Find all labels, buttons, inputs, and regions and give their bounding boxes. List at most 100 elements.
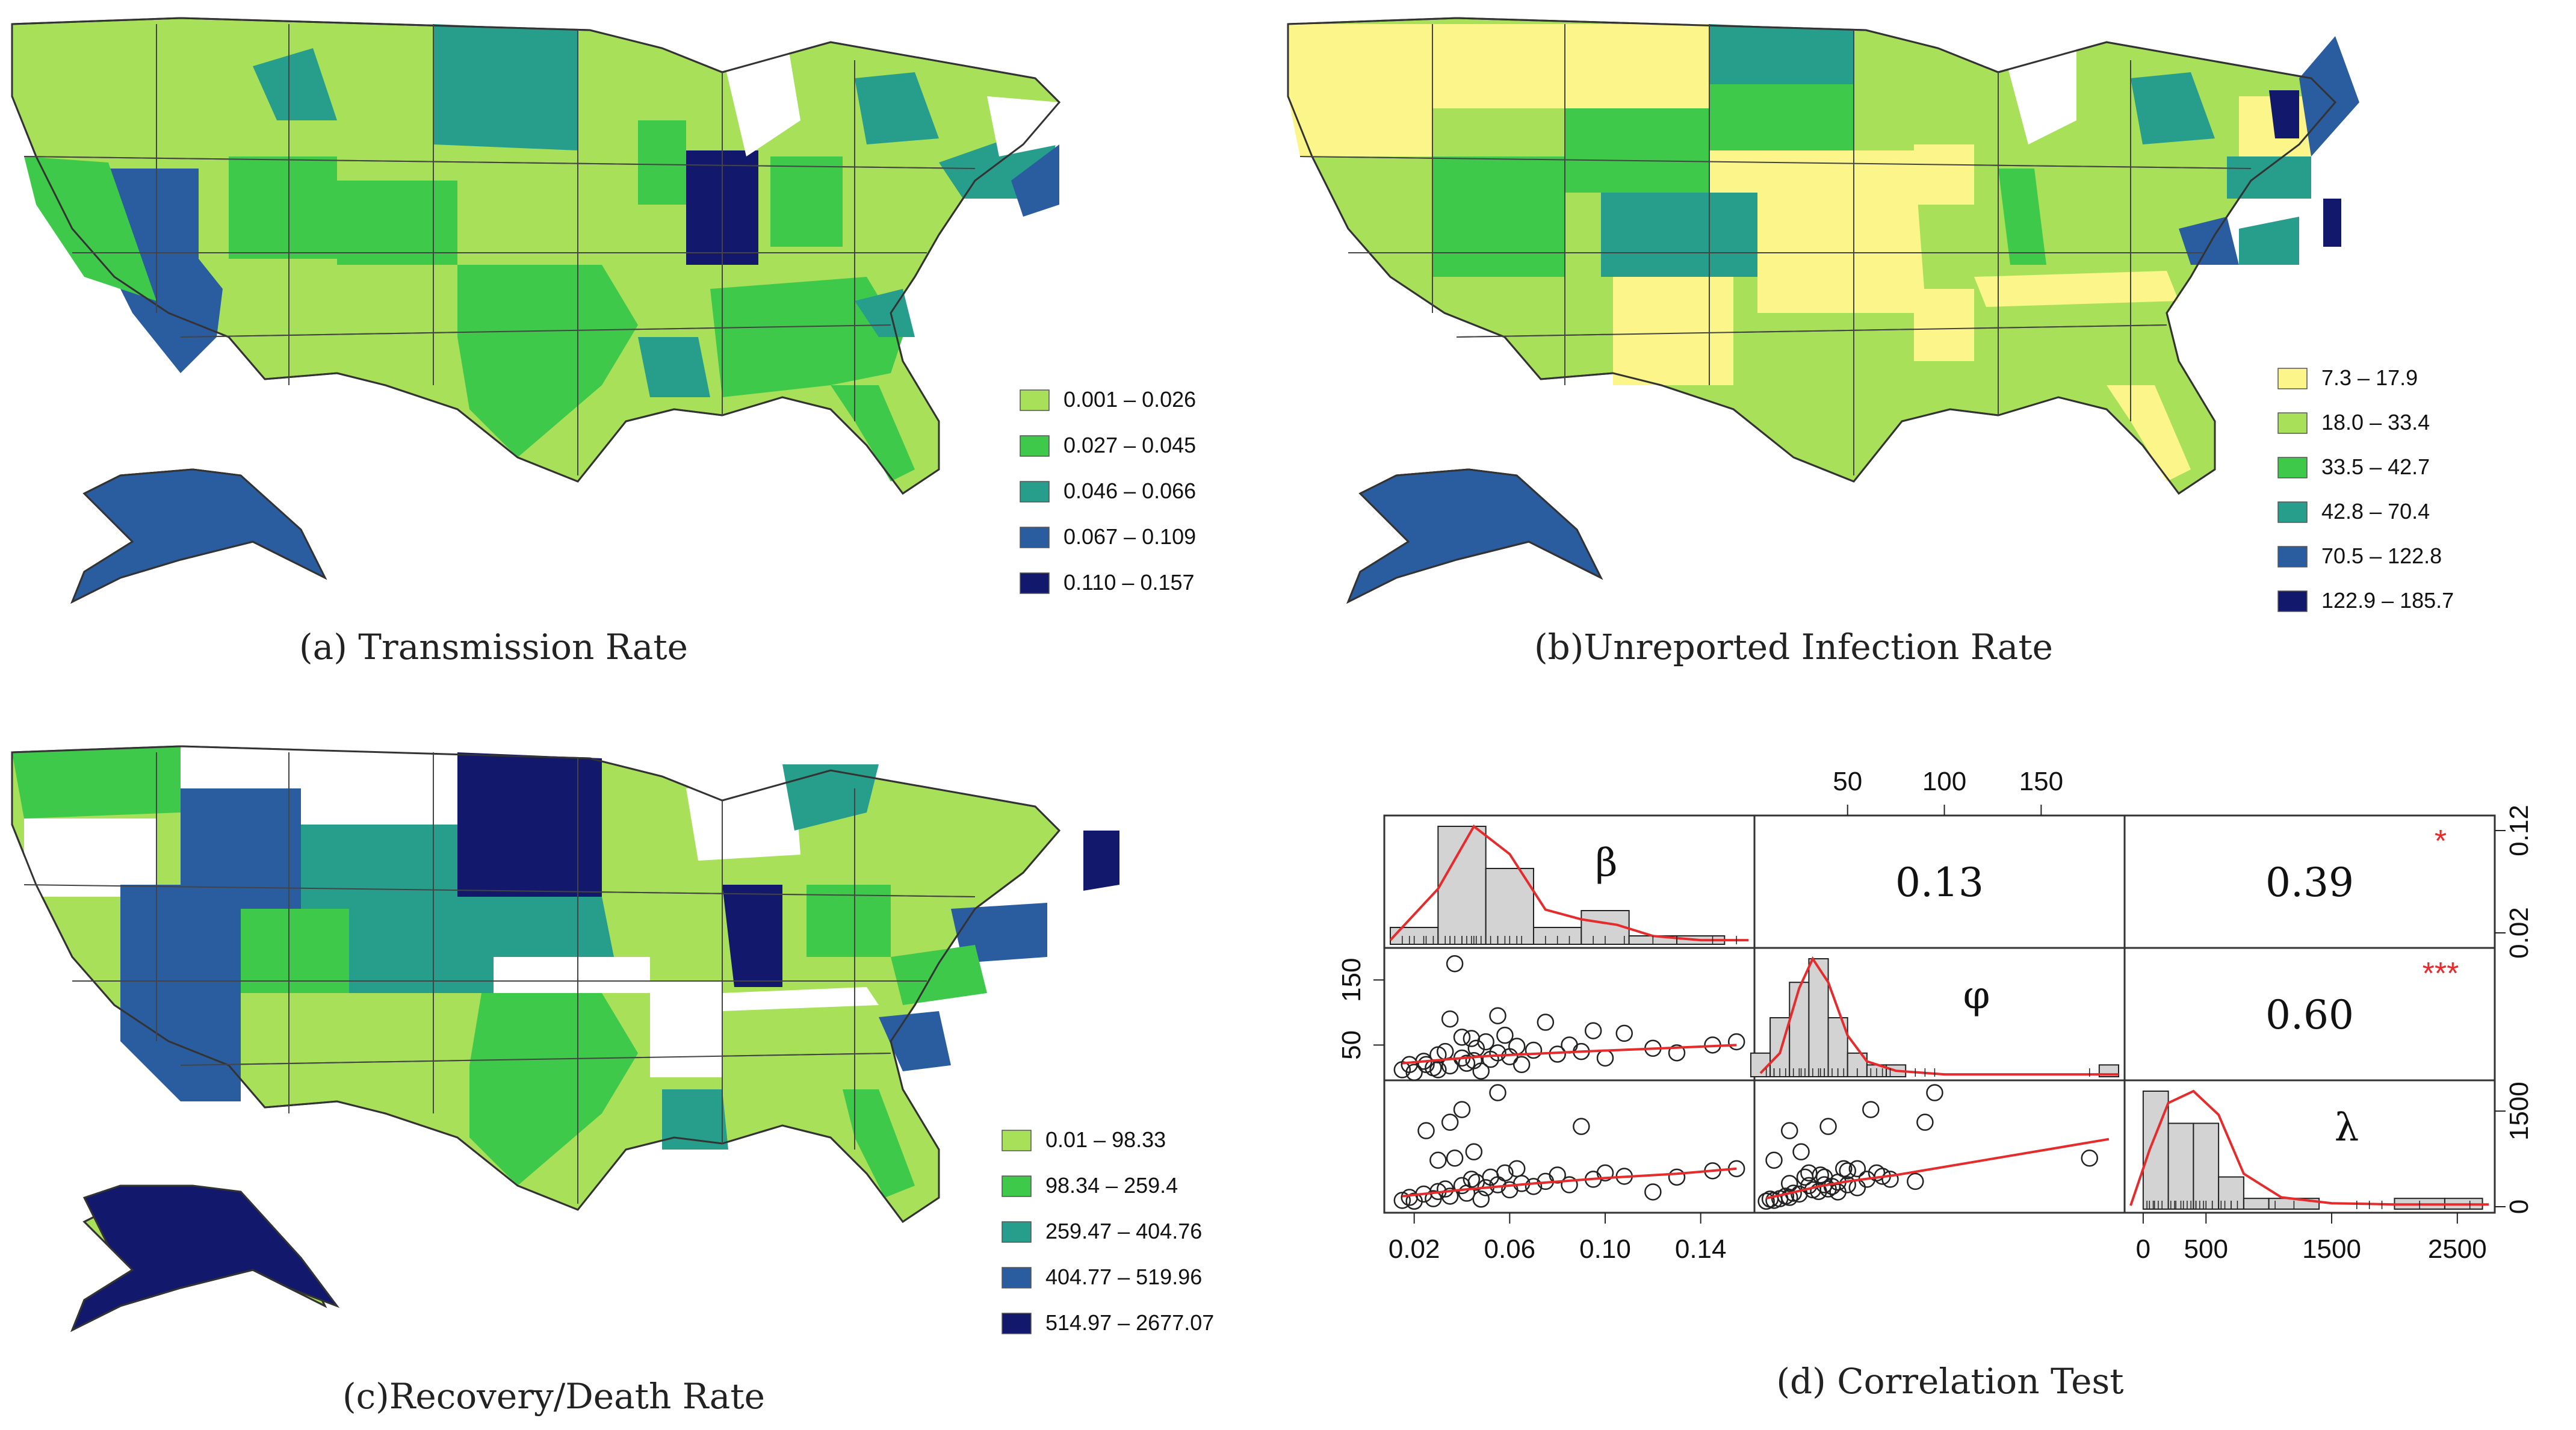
legend-c-label-2: 259.47 – 404.76: [1045, 1219, 1202, 1243]
map-b-state-alaska: [1346, 468, 1603, 604]
correlation-β-λ-stars: *: [2435, 824, 2447, 859]
map-a-state-idaho: [253, 48, 337, 120]
map-b-state-wyoming: [1565, 108, 1709, 193]
scatter-beta-phi-point-32: [1727, 1033, 1745, 1051]
map-b-state-michigan: [2131, 72, 2215, 144]
top-tick-label-0: 50: [1833, 767, 1862, 796]
scatter-beta-lambda-point-36: [1417, 1122, 1435, 1139]
map-b-state-iowa: [1914, 144, 1974, 205]
legend-b-label-0: 7.3 – 17.9: [2321, 365, 2418, 390]
density-phi-line: [1759, 956, 2119, 1076]
legend-b-label-5: 122.9 – 185.7: [2321, 588, 2454, 613]
panel-a-map: [11, 17, 1060, 604]
scatter-beta-phi-point-30: [1668, 1044, 1686, 1062]
map-b-state-new-mexico: [1613, 277, 1733, 385]
map-c-state-louisiana: [662, 1089, 728, 1150]
map-a-state-nevada-arizona: [108, 169, 223, 373]
right-beta-tick-label-0: 0.02: [2504, 907, 2534, 959]
legend-a-label-0: 0.001 – 0.026: [1064, 387, 1196, 412]
map-c-state-colorado: [349, 909, 494, 993]
scatter-beta-phi-point-35: [1489, 1007, 1506, 1024]
legend-c-swatch-1: [1002, 1175, 1032, 1197]
map-c-state-texas: [469, 993, 638, 1186]
fit-phi-lambda-line: [1766, 1138, 2110, 1199]
scatter-beta-phi-point-26: [1584, 1022, 1602, 1039]
map-a-state-northeast: [1011, 144, 1059, 217]
scatter-beta-phi-point-19: [1508, 1038, 1526, 1055]
scatter-beta-phi-point-28: [1615, 1024, 1633, 1042]
map-b-state-arkansas: [1914, 289, 1974, 361]
map-c-state-nebraska: [457, 897, 614, 957]
scatter-beta-phi-point-21: [1525, 1041, 1543, 1059]
scatter-beta-lambda-point-11: [1463, 1171, 1481, 1188]
legend-b-swatch-4: [2277, 546, 2308, 568]
map-c-state-utah: [241, 909, 349, 993]
map-a-state-michigan: [855, 72, 939, 144]
legend-b-swatch-1: [2277, 412, 2308, 434]
map-a-state-colorado: [337, 181, 457, 265]
map-a-state-indiana-ohio: [770, 156, 843, 247]
legend-a-label-3: 0.067 – 0.109: [1064, 524, 1196, 549]
bottom-lambda-tick-label-3: 2500: [2428, 1234, 2487, 1264]
scatter-beta-lambda-point-13: [1472, 1190, 1490, 1208]
right-lambda-tick-label-1: 1500: [2504, 1082, 2534, 1141]
legend-c-label-3: 404.77 – 519.96: [1045, 1264, 1202, 1289]
scatter-beta-phi-point-38: [1453, 1029, 1471, 1046]
scatter-phi-lambda-point-19: [1835, 1160, 1853, 1178]
scatter-beta-lambda-point-7: [1441, 1187, 1459, 1205]
scatter-phi-lambda-point-26: [1881, 1171, 1899, 1188]
scatter-beta-lambda-point-17: [1496, 1164, 1514, 1182]
legend-a-label-1: 0.027 – 0.045: [1064, 433, 1196, 457]
legend-a-swatch-1: [1020, 435, 1050, 457]
panel-d-caption: (d) Correlation Test: [1776, 1361, 2123, 1402]
histogram-phi-bar-2: [1789, 982, 1810, 1077]
map-c-state-vermont: [1083, 831, 1119, 891]
map-c-state-nevada-arizona: [120, 885, 241, 1101]
map-a-state-alaska: [70, 468, 327, 604]
legend-b-swatch-3: [2277, 501, 2308, 523]
map-c-state-tennessee: [722, 987, 879, 1011]
scatter-beta-phi-point-36: [1417, 1056, 1435, 1074]
scatter-phi-lambda-point-35: [1926, 1084, 1943, 1101]
histogram-lambda-bar-2: [2193, 1122, 2220, 1210]
map-b-state-delaware: [2323, 199, 2341, 247]
scatter-beta-phi-point-2: [1405, 1063, 1423, 1082]
legend-b-label-1: 18.0 – 33.4: [2321, 410, 2430, 435]
scatter-beta-phi-point-10: [1458, 1054, 1476, 1072]
map-c-state-florida: [843, 1089, 915, 1198]
map-a-state-california: [24, 156, 156, 301]
map-c-state-south-carolina: [879, 1011, 951, 1071]
legend-b-label-2: 33.5 – 42.7: [2321, 454, 2430, 479]
legend-b-label-4: 70.5 – 122.8: [2321, 543, 2442, 568]
scatter-beta-lambda-point-21: [1525, 1178, 1543, 1195]
map-a-state-utah: [229, 156, 337, 259]
scatter-beta-phi-point-8: [1446, 955, 1464, 973]
scatter-beta-phi-point-34: [1465, 1052, 1483, 1069]
histogram-beta-bar-1: [1437, 826, 1487, 945]
map-b-state-florida: [2107, 385, 2191, 481]
scatter-phi-lambda-point-20: [1780, 1175, 1798, 1192]
legend-c-swatch-0: [1002, 1130, 1032, 1151]
panel-b-legend: 7.3 – 17.9 18.0 – 33.4 33.5 – 42.7 42.8 – 7…: [2277, 365, 2454, 613]
map-c-state-virginia: [891, 945, 987, 1005]
map-a-state-texas: [457, 265, 638, 457]
scatter-beta-lambda-point-33: [1429, 1151, 1447, 1169]
bottom-beta-tick-label-0: 0.02: [1389, 1234, 1440, 1264]
variable-label-phi: φ: [1963, 973, 1990, 1018]
map-b-state-pennsylvania: [2227, 156, 2311, 199]
map-c-state-illinois: [722, 885, 782, 987]
correlation-φ-λ-stars: ***: [2423, 956, 2459, 991]
bottom-lambda-tick-label-0: 0: [2136, 1234, 2150, 1264]
scatter-phi-lambda-point-31: [1839, 1162, 1856, 1180]
map-b-state-colorado: [1601, 193, 1757, 277]
legend-c-label-0: 0.01 – 98.33: [1045, 1127, 1166, 1152]
map-c-state-washington: [12, 746, 181, 819]
scatter-phi-lambda-point-2: [1757, 1192, 1775, 1210]
scatter-beta-lambda-point-25: [1573, 1118, 1590, 1135]
map-c-state-ohio: [807, 885, 891, 957]
pairs-cell-2-2: [2123, 1079, 2496, 1214]
map-c-state-idaho: [181, 788, 301, 909]
map-a-state-wisconsin: [722, 48, 800, 156]
bottom-beta-tick-label-1: 0.06: [1484, 1234, 1536, 1264]
